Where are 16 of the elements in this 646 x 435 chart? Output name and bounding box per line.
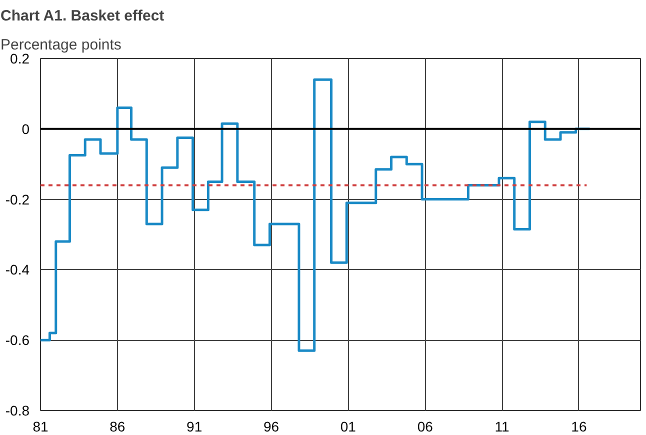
chart-subtitle: Percentage points bbox=[0, 36, 122, 54]
y-tick-label: -0.8 bbox=[5, 402, 30, 418]
x-tick-label: 91 bbox=[186, 418, 202, 434]
x-tick-label: 86 bbox=[110, 418, 126, 434]
chart-title: Chart A1. Basket effect bbox=[0, 8, 164, 24]
x-tick-label: 96 bbox=[263, 418, 280, 434]
y-tick-label: -0.2 bbox=[5, 191, 30, 208]
x-tick-label: 16 bbox=[571, 418, 587, 434]
x-tick-label: 11 bbox=[494, 418, 510, 434]
y-tick-label: -0.6 bbox=[5, 332, 30, 348]
y-tick-label: 0.2 bbox=[10, 50, 30, 66]
y-tick-label: 0 bbox=[22, 120, 30, 137]
x-tick-label: 01 bbox=[340, 418, 356, 434]
y-tick-label: -0.4 bbox=[5, 262, 30, 278]
x-tick-label: 81 bbox=[32, 418, 48, 434]
x-tick-label: 06 bbox=[417, 418, 434, 434]
